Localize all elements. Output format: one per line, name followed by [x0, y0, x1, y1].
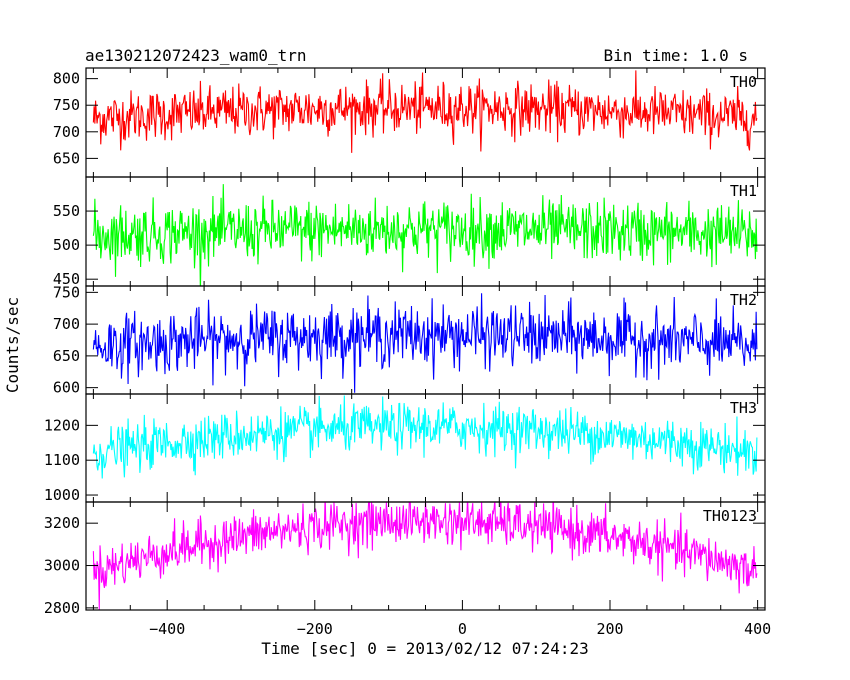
x-tick-label: −400: [149, 620, 185, 638]
y-tick-label: 2800: [44, 599, 80, 617]
chart-subtitle: Bin time: 1.0 s: [604, 46, 749, 65]
panel-label-th0123: TH0123: [703, 507, 757, 525]
y-tick-label: 3000: [44, 557, 80, 575]
y-tick-label: 450: [53, 270, 80, 288]
panels-group: 650 700 750 800 TH0 450 500 550 TH1 600 650 700 750 T…: [44, 67, 771, 638]
y-tick-label: 550: [53, 202, 80, 220]
y-tick-label: 600: [53, 379, 80, 397]
panel-label-th2: TH2: [730, 291, 757, 309]
series-line-th2: [92, 293, 758, 393]
panel-label-th1: TH1: [730, 182, 757, 200]
y-axis-label: Counts/sec: [3, 297, 22, 393]
y-tick-label: 800: [53, 70, 80, 88]
series-line-th1: [92, 184, 758, 286]
x-tick-label: 0: [458, 620, 467, 638]
panel-label-th3: TH3: [730, 399, 757, 417]
y-tick-label: 650: [53, 149, 80, 167]
y-tick-label: 750: [53, 96, 80, 114]
y-tick-label: 1000: [44, 486, 80, 504]
series-line-th3: [92, 395, 758, 479]
y-tick-label: 700: [53, 315, 80, 333]
y-tick-label: 650: [53, 347, 80, 365]
x-tick-label: 400: [744, 620, 771, 638]
x-tick-label: −200: [297, 620, 333, 638]
y-tick-label: 750: [53, 283, 80, 301]
series-line-th0: [92, 70, 758, 153]
x-axis-label: Time [sec] 0 = 2013/02/12 07:24:23: [261, 639, 589, 658]
panel-frame-th0: [85, 67, 766, 178]
y-tick-label: 1100: [44, 451, 80, 469]
y-tick-label: 700: [53, 123, 80, 141]
y-tick-label: 500: [53, 236, 80, 254]
chart-title: ae130212072423_wam0_trn: [85, 46, 307, 65]
series-line-th0123: [92, 502, 758, 610]
y-tick-label: 3200: [44, 514, 80, 532]
y-tick-label: 1200: [44, 416, 80, 434]
panel-label-th0: TH0: [730, 73, 757, 91]
x-tick-label: 200: [596, 620, 623, 638]
